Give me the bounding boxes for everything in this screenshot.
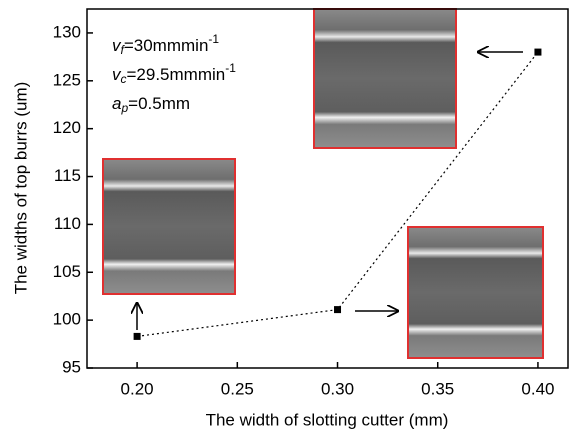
x-tick-label: 0.30 bbox=[321, 379, 354, 398]
data-point bbox=[133, 332, 141, 340]
y-tick-label: 130 bbox=[53, 22, 81, 41]
data-point bbox=[334, 306, 342, 314]
annotations: vf=30mmmin-1vc=29.5mmmin-1ap=0.5mm bbox=[112, 32, 236, 115]
x-tick-label: 0.40 bbox=[521, 379, 554, 398]
y-tick-label: 100 bbox=[53, 310, 81, 329]
y-tick-label: 105 bbox=[53, 262, 81, 281]
x-tick-label: 0.25 bbox=[221, 379, 254, 398]
x-axis-label: The width of slotting cutter (mm) bbox=[206, 410, 449, 429]
y-tick-label: 125 bbox=[53, 70, 81, 89]
y-axis-label: The widths of top burrs (um) bbox=[11, 82, 30, 295]
sem-image bbox=[407, 226, 544, 359]
arrows bbox=[137, 52, 523, 330]
y-tick-label: 110 bbox=[54, 214, 81, 233]
annotation: vf=30mmmin-1 bbox=[112, 32, 219, 57]
y-tick-label: 120 bbox=[53, 118, 81, 137]
y-tick-label: 115 bbox=[54, 166, 81, 185]
annotation-text: =30mmmin bbox=[124, 36, 209, 55]
annotation-superscript: -1 bbox=[225, 61, 236, 75]
data-point bbox=[534, 48, 542, 56]
annotation-superscript: -1 bbox=[208, 32, 219, 46]
annotation-subscript: c bbox=[121, 72, 127, 86]
x-tick-label: 0.20 bbox=[121, 379, 154, 398]
sem-image bbox=[102, 158, 236, 295]
plot-frame bbox=[86, 8, 569, 369]
annotation-text: =0.5mm bbox=[128, 94, 190, 113]
annotation-text: =29.5mmmin bbox=[127, 65, 226, 84]
sem-images bbox=[102, 8, 544, 359]
y-tick-label: 95 bbox=[62, 357, 81, 376]
annotation-subscript: p bbox=[120, 101, 128, 115]
x-tick-label: 0.35 bbox=[421, 379, 454, 398]
annotation-variable: v bbox=[112, 36, 122, 55]
sem-image bbox=[313, 8, 457, 149]
annotation: ap=0.5mm bbox=[112, 94, 190, 115]
annotation-variable: v bbox=[112, 65, 122, 84]
annotation: vc=29.5mmmin-1 bbox=[112, 61, 236, 86]
annotation-subscript: f bbox=[121, 43, 126, 57]
annotation-variable: a bbox=[112, 94, 121, 113]
